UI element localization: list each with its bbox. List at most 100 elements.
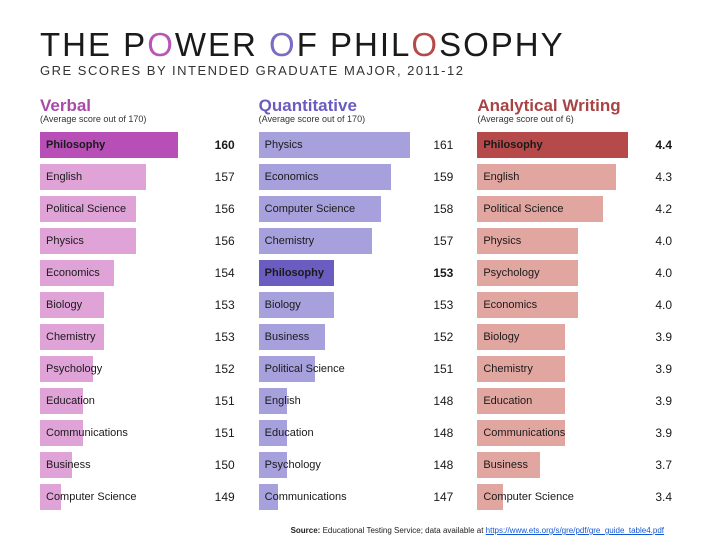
bar-row: Biology153 <box>40 292 237 318</box>
bar-label: Chemistry <box>483 356 533 382</box>
bar-row: English 157 <box>40 164 237 190</box>
bar-value: 156 <box>215 228 235 254</box>
bar-row: Economics 154 <box>40 260 237 286</box>
bar-label: Psychology <box>483 260 539 286</box>
bar-value: 147 <box>433 484 453 510</box>
bar-row: Political Science 151 <box>259 356 456 382</box>
bar-label: Political Science <box>265 356 345 382</box>
column-aw: Analytical Writing(Average score out of … <box>477 96 674 516</box>
bar-value: 4.0 <box>655 260 672 286</box>
page: THE POWER OF PHILOSOPHY GRE SCORES BY IN… <box>0 0 708 535</box>
bar-value: 150 <box>215 452 235 478</box>
bar-value: 149 <box>215 484 235 510</box>
bar-label: Computer Science <box>46 484 137 510</box>
bar-value: 3.9 <box>655 356 672 382</box>
bar-row: Biology 153 <box>259 292 456 318</box>
bar-label: Business <box>46 452 91 478</box>
columns: Verbal(Average score out of 170)Philosop… <box>40 96 674 516</box>
bar-row: Computer Science 149 <box>40 484 237 510</box>
bar-label: Communications <box>265 484 347 510</box>
column-sublabel: (Average score out of 170) <box>259 114 456 124</box>
bar-label: Physics <box>483 228 521 254</box>
bar-row: Physics161 <box>259 132 456 158</box>
bar-label: Business <box>265 324 310 350</box>
bar-value: 156 <box>215 196 235 222</box>
bar-row: Psychology 4.0 <box>477 260 674 286</box>
source-line: Source: Educational Testing Service; dat… <box>40 526 674 535</box>
bar-label: Philosophy <box>265 260 324 286</box>
bar-value: 153 <box>433 260 453 286</box>
bar-value: 157 <box>433 228 453 254</box>
bar-value: 3.9 <box>655 420 672 446</box>
bar-row: Education 3.9 <box>477 388 674 414</box>
bar-value: 3.4 <box>655 484 672 510</box>
bar-row: Economics 4.0 <box>477 292 674 318</box>
source-label: Source: <box>291 526 321 535</box>
bar-row: Communications 3.9 <box>477 420 674 446</box>
bar-value: 158 <box>433 196 453 222</box>
bar-label: Biology <box>46 292 82 318</box>
bar-row: Chemistry153 <box>40 324 237 350</box>
bar-value: 4.0 <box>655 228 672 254</box>
column-sublabel: (Average score out of 170) <box>40 114 237 124</box>
bar-row: Business 150 <box>40 452 237 478</box>
bar-label: Computer Science <box>265 196 356 222</box>
bar-label: Communications <box>483 420 565 446</box>
bar-label: Economics <box>483 292 537 318</box>
bar-value: 4.0 <box>655 292 672 318</box>
bar-row: Physics 156 <box>40 228 237 254</box>
bar-value: 3.9 <box>655 324 672 350</box>
bar-value: 157 <box>215 164 235 190</box>
bar-row: Chemistry 3.9 <box>477 356 674 382</box>
bar-label: Political Science <box>483 196 563 222</box>
bar-label: Psychology <box>265 452 321 478</box>
bar-value: 3.7 <box>655 452 672 478</box>
bar-value: 4.4 <box>655 132 672 158</box>
bar-value: 160 <box>215 132 235 158</box>
bar-row: Computer Science3.4 <box>477 484 674 510</box>
bar-label: Biology <box>265 292 301 318</box>
bar-value: 148 <box>433 452 453 478</box>
column-title: Analytical Writing <box>477 96 674 116</box>
bar-label: Education <box>483 388 532 414</box>
bar-value: 148 <box>433 388 453 414</box>
column-verbal: Verbal(Average score out of 170) Philosop… <box>40 96 237 516</box>
bar-value: 152 <box>433 324 453 350</box>
bar-label: Economics <box>265 164 319 190</box>
source-link[interactable]: https://www.ets.org/s/gre/pdf/gre_guide_… <box>486 526 664 535</box>
bar-label: Biology <box>483 324 519 350</box>
bar-row: Philosophy 153 <box>259 260 456 286</box>
bar-label: Philosophy <box>46 132 105 158</box>
bar-row: Business3.7 <box>477 452 674 478</box>
bar-row: Education148 <box>259 420 456 446</box>
column-title: Quantitative <box>259 96 456 116</box>
bar-row: Political Science 156 <box>40 196 237 222</box>
bar-row: Psychology 148 <box>259 452 456 478</box>
main-title: THE POWER OF PHILOSOPHY <box>40 28 674 61</box>
bar-label: Psychology <box>46 356 102 382</box>
bar-label: Economics <box>46 260 100 286</box>
bar-row: Chemistry157 <box>259 228 456 254</box>
bar-row: Philosophy 160 <box>40 132 237 158</box>
bar-value: 153 <box>433 292 453 318</box>
bar-label: English <box>46 164 82 190</box>
bar-row: Business 152 <box>259 324 456 350</box>
bar-label: English <box>265 388 301 414</box>
bar-value: 154 <box>215 260 235 286</box>
bar-row: Political Science 4.2 <box>477 196 674 222</box>
bar-row: Education151 <box>40 388 237 414</box>
bar-row: Psychology152 <box>40 356 237 382</box>
bar-label: Political Science <box>46 196 126 222</box>
bar-label: English <box>483 164 519 190</box>
bar-label: Communications <box>46 420 128 446</box>
bar-value: 4.2 <box>655 196 672 222</box>
bar-row: English4.3 <box>477 164 674 190</box>
bar-value: 159 <box>433 164 453 190</box>
bar-row: Computer Science 158 <box>259 196 456 222</box>
column-title: Verbal <box>40 96 237 116</box>
bar-value: 151 <box>433 356 453 382</box>
bar-label: Physics <box>46 228 84 254</box>
column-quant: Quantitative(Average score out of 170) Ph… <box>259 96 456 516</box>
subtitle: GRE SCORES BY INTENDED GRADUATE MAJOR, 2… <box>40 63 674 78</box>
bar-value: 3.9 <box>655 388 672 414</box>
